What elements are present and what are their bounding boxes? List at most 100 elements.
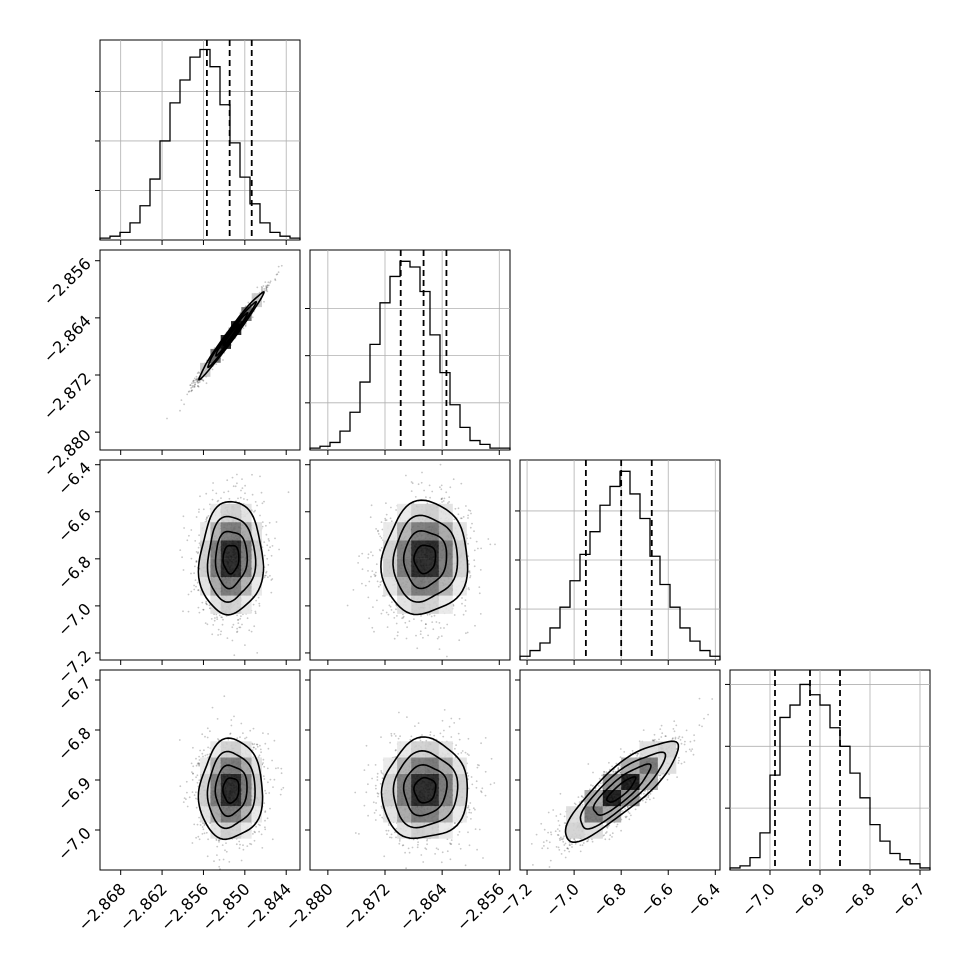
sample-point — [194, 378, 197, 381]
sample-point — [191, 382, 193, 385]
sample-point — [236, 614, 239, 617]
sample-point — [402, 615, 405, 618]
sample-point — [236, 473, 238, 476]
sample-point — [448, 496, 451, 499]
sample-point — [217, 628, 220, 631]
sample-point — [440, 488, 443, 491]
sample-point — [241, 487, 244, 489]
sample-point — [266, 290, 269, 293]
histogram-panel-3 — [725, 669, 931, 875]
sample-point — [435, 621, 438, 623]
sample-point — [227, 490, 230, 493]
sample-point — [212, 482, 215, 484]
sample-point — [431, 621, 434, 623]
sample-point — [452, 604, 455, 607]
sample-point — [437, 636, 440, 638]
sample-point — [274, 537, 276, 540]
sample-point — [260, 491, 263, 494]
contour-level — [215, 312, 249, 357]
sample-point — [197, 551, 200, 554]
sample-point — [190, 590, 193, 593]
sample-point — [254, 501, 257, 503]
sample-point — [222, 618, 224, 621]
density-cell — [200, 362, 211, 377]
sample-point — [196, 372, 199, 375]
sample-point — [361, 582, 363, 585]
sample-point — [231, 639, 234, 642]
scatter-panel-2-0 — [95, 459, 301, 665]
sample-point — [374, 575, 376, 578]
sample-point — [461, 597, 463, 599]
sample-point — [439, 486, 441, 489]
sample-point — [166, 417, 168, 420]
sample-point — [195, 561, 198, 563]
sample-point — [352, 589, 355, 591]
sample-point — [198, 372, 201, 374]
sample-point — [228, 497, 231, 500]
sample-point — [415, 634, 417, 637]
sample-point — [390, 506, 392, 509]
sample-point — [428, 484, 431, 487]
sample-point — [263, 500, 265, 503]
sample-point — [236, 631, 238, 633]
sample-point — [385, 513, 388, 516]
sample-point — [187, 391, 190, 393]
sample-point — [210, 618, 213, 620]
sample-point — [270, 591, 273, 594]
sample-point — [253, 511, 255, 513]
sample-point — [411, 482, 414, 485]
sample-point — [439, 463, 442, 466]
density-cell — [251, 577, 262, 596]
sample-point — [223, 491, 225, 494]
histogram-panel-1 — [305, 249, 511, 455]
sample-point — [396, 615, 398, 617]
sample-point — [379, 549, 382, 552]
sample-point — [479, 569, 482, 571]
density-cell — [200, 558, 211, 578]
sample-point — [380, 537, 383, 539]
sample-point — [420, 615, 422, 617]
sample-point — [198, 611, 201, 614]
sample-point — [380, 521, 383, 523]
sample-point — [464, 605, 466, 607]
sample-point — [265, 533, 268, 536]
sample-point — [266, 286, 269, 288]
sample-point — [267, 564, 270, 566]
sample-point — [196, 380, 199, 383]
sample-point — [265, 288, 268, 290]
sample-point — [191, 389, 194, 392]
sample-point — [361, 568, 364, 571]
sample-point — [251, 316, 254, 319]
sample-point — [439, 627, 442, 629]
sample-point — [263, 300, 265, 303]
sample-point — [205, 600, 208, 603]
sample-point — [468, 570, 471, 573]
sample-point — [276, 273, 279, 276]
sample-point — [226, 637, 229, 639]
sample-point — [195, 585, 197, 588]
sample-point — [256, 504, 258, 507]
sample-point — [371, 626, 374, 629]
sample-point — [216, 500, 219, 503]
sample-point — [233, 654, 236, 657]
sample-point — [194, 383, 197, 386]
sample-point — [220, 616, 223, 618]
sample-point — [474, 624, 476, 627]
sample-point — [205, 520, 208, 522]
density-cell — [438, 522, 453, 541]
sample-point — [480, 547, 482, 550]
sample-point — [195, 379, 198, 381]
sample-point — [387, 613, 390, 616]
sample-point — [410, 481, 413, 483]
sample-point — [263, 554, 266, 557]
sample-point — [448, 501, 450, 503]
sample-point — [193, 572, 196, 574]
histogram-bars — [519, 470, 721, 660]
sample-point — [219, 633, 222, 636]
sample-point — [197, 385, 199, 387]
density-cell — [251, 540, 262, 559]
sample-point — [380, 580, 383, 583]
sample-point — [267, 538, 270, 540]
sample-point — [261, 521, 264, 523]
sample-point — [265, 572, 267, 574]
